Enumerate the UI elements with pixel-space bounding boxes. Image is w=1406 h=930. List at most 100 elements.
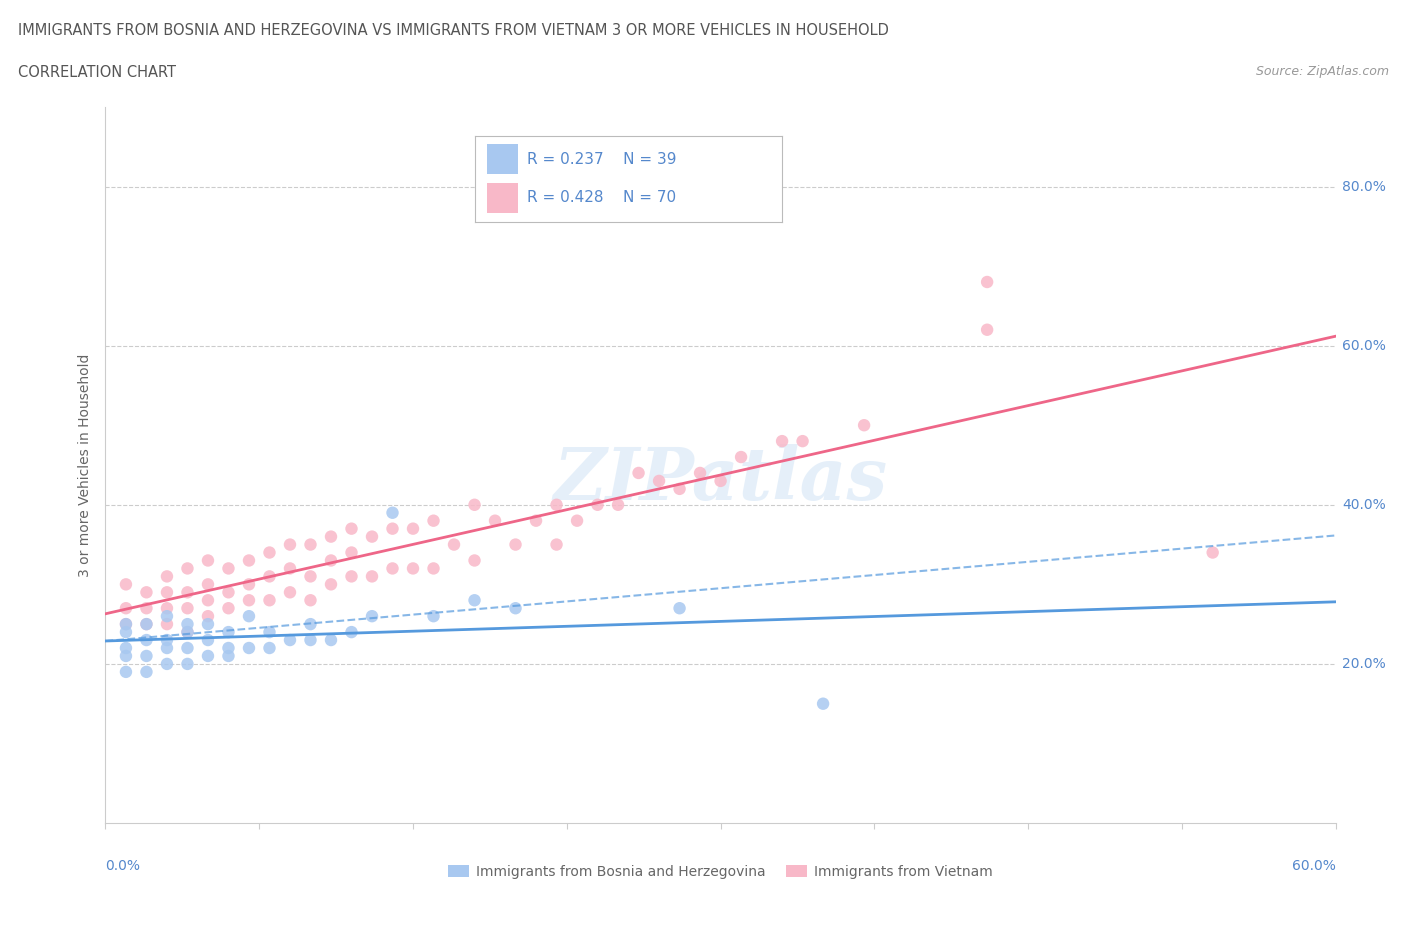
Point xyxy=(156,585,179,600)
Point xyxy=(278,538,301,552)
Point xyxy=(586,498,609,512)
Point xyxy=(115,601,138,616)
Point xyxy=(176,625,198,640)
Point xyxy=(135,648,157,663)
Point xyxy=(422,513,444,528)
Point xyxy=(524,513,547,528)
Text: R = 0.428    N = 70: R = 0.428 N = 70 xyxy=(527,191,676,206)
Point xyxy=(197,609,219,624)
Point xyxy=(135,664,157,679)
Point xyxy=(464,553,486,568)
Point xyxy=(299,592,322,607)
Text: 60.0%: 60.0% xyxy=(1341,339,1386,352)
Point xyxy=(319,577,342,591)
Point xyxy=(340,569,363,584)
Point xyxy=(218,648,240,663)
Point xyxy=(197,553,219,568)
Text: ZIPatlas: ZIPatlas xyxy=(554,444,887,515)
Text: IMMIGRANTS FROM BOSNIA AND HERZEGOVINA VS IMMIGRANTS FROM VIETNAM 3 OR MORE VEHI: IMMIGRANTS FROM BOSNIA AND HERZEGOVINA V… xyxy=(18,23,889,38)
Point xyxy=(156,641,179,656)
Legend: Immigrants from Bosnia and Herzegovina, Immigrants from Vietnam: Immigrants from Bosnia and Herzegovina, … xyxy=(443,859,998,884)
Point xyxy=(259,641,281,656)
Point xyxy=(176,641,198,656)
Point xyxy=(443,538,465,552)
Point xyxy=(115,617,138,631)
Point xyxy=(730,449,752,464)
Point xyxy=(319,553,342,568)
Point xyxy=(197,592,219,607)
Point xyxy=(299,569,322,584)
Point xyxy=(627,466,650,481)
Point xyxy=(402,521,425,536)
Point xyxy=(361,529,384,544)
Point xyxy=(792,433,814,448)
Point xyxy=(648,473,671,488)
Point xyxy=(259,569,281,584)
Point xyxy=(259,625,281,640)
Point xyxy=(319,632,342,647)
Point xyxy=(135,585,157,600)
Point xyxy=(361,569,384,584)
Point xyxy=(976,323,998,338)
Point xyxy=(176,585,198,600)
Point xyxy=(505,601,527,616)
Point xyxy=(218,625,240,640)
Point xyxy=(238,592,260,607)
Point xyxy=(156,632,179,647)
Point xyxy=(135,632,157,647)
Point xyxy=(259,545,281,560)
Text: 40.0%: 40.0% xyxy=(1341,498,1385,512)
Text: 20.0%: 20.0% xyxy=(1341,657,1385,671)
Text: 80.0%: 80.0% xyxy=(1341,179,1386,193)
Text: 60.0%: 60.0% xyxy=(1292,859,1336,873)
Point xyxy=(853,418,876,432)
Point xyxy=(156,657,179,671)
Point xyxy=(156,617,179,631)
Point xyxy=(218,585,240,600)
Text: 0.0%: 0.0% xyxy=(105,859,141,873)
Text: CORRELATION CHART: CORRELATION CHART xyxy=(18,65,176,80)
Point xyxy=(381,561,404,576)
Point xyxy=(135,617,157,631)
Point xyxy=(218,641,240,656)
Point xyxy=(197,617,219,631)
Text: R = 0.237    N = 39: R = 0.237 N = 39 xyxy=(527,152,676,166)
Point xyxy=(135,601,157,616)
Point xyxy=(176,561,198,576)
Point xyxy=(546,538,568,552)
Point xyxy=(156,601,179,616)
Point xyxy=(238,553,260,568)
Point xyxy=(238,641,260,656)
Point xyxy=(197,632,219,647)
Point xyxy=(176,601,198,616)
Point xyxy=(115,625,138,640)
Point xyxy=(1202,545,1225,560)
Point xyxy=(115,664,138,679)
Text: Source: ZipAtlas.com: Source: ZipAtlas.com xyxy=(1256,65,1389,78)
Point xyxy=(197,648,219,663)
Point xyxy=(422,561,444,576)
Point xyxy=(218,561,240,576)
Point xyxy=(668,601,690,616)
Point xyxy=(278,585,301,600)
Point xyxy=(238,577,260,591)
Point xyxy=(546,498,568,512)
Bar xyxy=(486,183,517,213)
Point xyxy=(238,609,260,624)
Point xyxy=(156,569,179,584)
Point xyxy=(464,592,486,607)
Point xyxy=(299,538,322,552)
Point xyxy=(976,274,998,289)
Point xyxy=(505,538,527,552)
Point xyxy=(422,609,444,624)
Point xyxy=(115,648,138,663)
Point xyxy=(176,657,198,671)
Point xyxy=(115,577,138,591)
Point xyxy=(115,617,138,631)
Point xyxy=(607,498,630,512)
Point xyxy=(381,521,404,536)
Point xyxy=(361,609,384,624)
Point xyxy=(259,592,281,607)
Point xyxy=(770,433,793,448)
Point xyxy=(710,473,733,488)
